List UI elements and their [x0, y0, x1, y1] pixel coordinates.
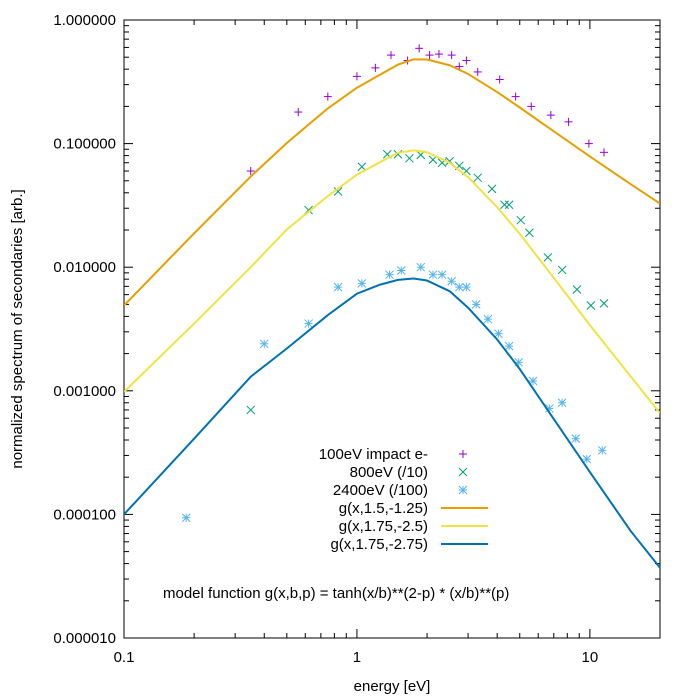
data-point	[495, 75, 504, 84]
data-point	[357, 162, 367, 172]
model-curve-line	[124, 58, 660, 307]
x-tick-label: 1	[353, 649, 361, 666]
data-point	[425, 51, 434, 60]
data-point	[572, 285, 582, 294]
legend-label: 100eV impact e-	[319, 446, 428, 463]
data-point	[483, 314, 493, 324]
data-point	[246, 405, 256, 415]
data-point	[511, 92, 520, 101]
data-point	[352, 72, 361, 81]
data-point	[294, 108, 303, 117]
data-point	[428, 270, 438, 280]
data-point	[557, 398, 567, 408]
series-4	[124, 58, 660, 307]
legend-marker-sample	[458, 467, 468, 477]
y-tick-label: 1.000000	[53, 12, 116, 29]
data-point	[357, 279, 367, 288]
series-layer	[124, 44, 660, 569]
data-point	[447, 51, 456, 60]
series-5	[124, 149, 660, 414]
y-axis-title: normalized spectrum of secondaries [arb.…	[9, 189, 26, 468]
y-tick-label: 0.000010	[53, 630, 116, 647]
legend-label: g(x,1.5,-1.25)	[339, 500, 428, 517]
plot-area	[123, 19, 661, 639]
data-point	[462, 282, 471, 292]
data-point	[543, 253, 553, 262]
legend: 100eV impact e-800eV (/10)2400eV (/100)g…	[319, 446, 488, 553]
legend-marker-sample	[458, 485, 468, 495]
data-point	[246, 167, 255, 176]
data-point	[564, 117, 573, 126]
legend-label: 800eV (/10)	[350, 464, 428, 481]
data-point	[527, 102, 536, 111]
data-point	[416, 262, 426, 272]
data-point	[415, 44, 424, 53]
data-point	[600, 148, 609, 157]
x-axis: 0.1 1 10	[114, 20, 599, 666]
data-point	[546, 111, 555, 120]
data-point	[437, 270, 447, 280]
plot-frame	[123, 19, 661, 639]
data-point	[447, 276, 456, 286]
data-point	[333, 187, 343, 196]
data-point	[434, 50, 443, 59]
data-point	[504, 200, 514, 210]
legend-marker-sample	[459, 450, 467, 458]
data-point	[494, 329, 503, 339]
model-curve-line	[124, 149, 660, 414]
data-point	[473, 173, 483, 183]
data-point	[462, 56, 471, 65]
model-function-annotation: model function g(x,b,p) = tanh(x/b)**(2-…	[163, 585, 509, 602]
series-1	[246, 44, 609, 176]
data-point	[597, 445, 607, 455]
data-point	[396, 266, 406, 275]
series-2	[246, 149, 609, 415]
legend-label: g(x,1.75,-2.5)	[339, 518, 428, 535]
data-point	[571, 434, 581, 444]
data-point	[259, 339, 269, 349]
data-point	[454, 282, 464, 292]
data-point	[385, 270, 394, 280]
legend-label: g(x,1.75,-2.75)	[330, 536, 428, 553]
x-axis-title: energy [eV]	[354, 678, 431, 695]
model-curve-line	[124, 277, 660, 569]
data-point	[405, 153, 414, 163]
data-point	[473, 67, 482, 76]
y-tick-label: 0.001000	[53, 383, 116, 400]
data-point	[557, 265, 567, 275]
data-point	[304, 319, 313, 328]
data-point	[582, 454, 592, 464]
data-point	[525, 228, 534, 238]
data-point	[386, 51, 395, 60]
x-tick-label: 0.1	[114, 649, 135, 666]
data-point	[599, 298, 609, 308]
data-point	[323, 92, 332, 101]
data-point	[487, 184, 497, 194]
data-point	[333, 282, 343, 292]
data-point	[516, 215, 526, 225]
data-point	[500, 200, 509, 210]
legend-label: 2400eV (/100)	[333, 482, 428, 499]
data-point	[181, 513, 191, 523]
y-tick-label: 0.010000	[53, 259, 116, 276]
data-point	[504, 341, 514, 351]
y-tick-label: 0.000100	[53, 506, 116, 523]
data-point	[584, 139, 593, 148]
data-point	[371, 63, 380, 72]
x-tick-label: 10	[582, 649, 599, 666]
y-axis: 0.000010 0.000100 0.001000 0.010000 0.100000…	[53, 12, 660, 647]
data-point	[586, 301, 596, 310]
data-point	[471, 300, 481, 309]
series-3	[181, 262, 607, 523]
y-tick-label: 0.100000	[53, 136, 116, 153]
series-6	[124, 277, 660, 569]
